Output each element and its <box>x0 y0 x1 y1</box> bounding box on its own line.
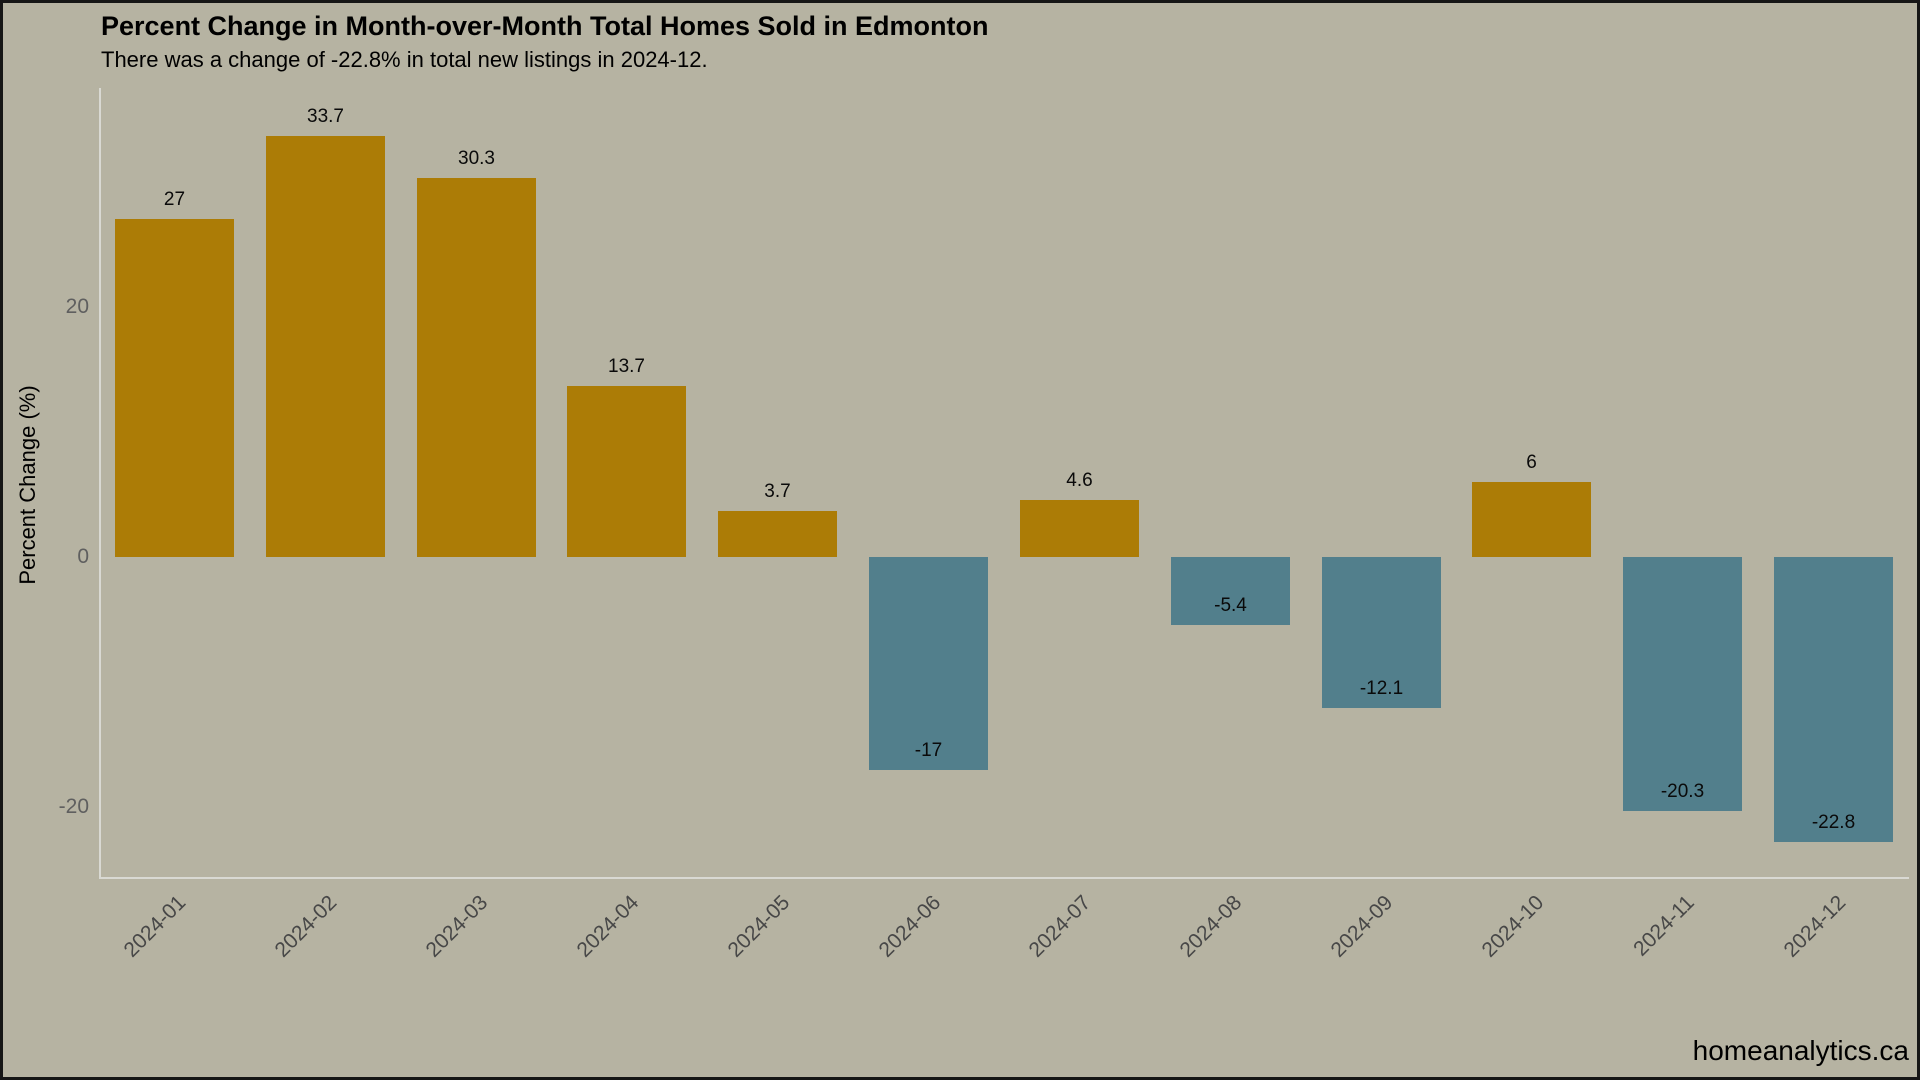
bar <box>417 178 536 557</box>
bar <box>1774 557 1893 842</box>
bar-value-label: 13.7 <box>608 356 645 377</box>
y-tick-label: -20 <box>58 795 89 818</box>
x-tick-label: 2024-03 <box>421 891 493 962</box>
x-tick-label: 2024-01 <box>119 891 191 962</box>
x-tick-label: 2024-07 <box>1024 891 1096 962</box>
bar <box>266 136 385 557</box>
y-tick-label: 20 <box>65 295 89 318</box>
chart-subtitle: There was a change of -22.8% in total ne… <box>101 47 708 72</box>
bar <box>115 219 234 557</box>
bar <box>1020 500 1139 557</box>
bar-value-label: 27 <box>163 189 186 210</box>
plot-area <box>99 88 1909 879</box>
x-tick-label: 2024-10 <box>1477 891 1549 962</box>
bar-value-label: 33.7 <box>307 106 344 127</box>
bar-value-label: -22.8 <box>1811 812 1856 833</box>
bar <box>718 511 837 557</box>
x-tick-label: 2024-09 <box>1326 891 1398 962</box>
y-axis-title: Percent Change (%) <box>15 385 40 585</box>
bar-value-label: -12.1 <box>1359 678 1404 699</box>
bar-value-label: -17 <box>914 740 943 761</box>
x-tick-label: 2024-02 <box>270 891 342 962</box>
bar-value-label: -20.3 <box>1660 781 1705 802</box>
bar-value-label: -5.4 <box>1214 595 1247 616</box>
x-tick-label: 2024-08 <box>1175 891 1247 962</box>
x-tick-label: 2024-04 <box>572 891 644 962</box>
watermark-text: homeanalytics.ca <box>1692 1035 1909 1066</box>
x-tick-label: 2024-11 <box>1629 891 1700 961</box>
bar-value-label: 4.6 <box>1066 470 1093 491</box>
y-tick-label: 0 <box>77 545 89 568</box>
bar <box>567 386 686 557</box>
bar <box>1322 557 1441 708</box>
bar-value-label: 3.7 <box>764 481 791 502</box>
x-tick-label: 2024-06 <box>874 891 945 962</box>
bar <box>1171 557 1290 625</box>
bar <box>1623 557 1742 811</box>
chart-title: Percent Change in Month-over-Month Total… <box>101 11 989 41</box>
x-tick-label: 2024-05 <box>723 891 795 962</box>
bar-value-label: 30.3 <box>458 148 495 169</box>
bar-value-label: 6 <box>1526 452 1537 473</box>
x-tick-label: 2024-12 <box>1779 891 1850 962</box>
bar <box>1472 482 1591 557</box>
bar <box>869 557 988 770</box>
